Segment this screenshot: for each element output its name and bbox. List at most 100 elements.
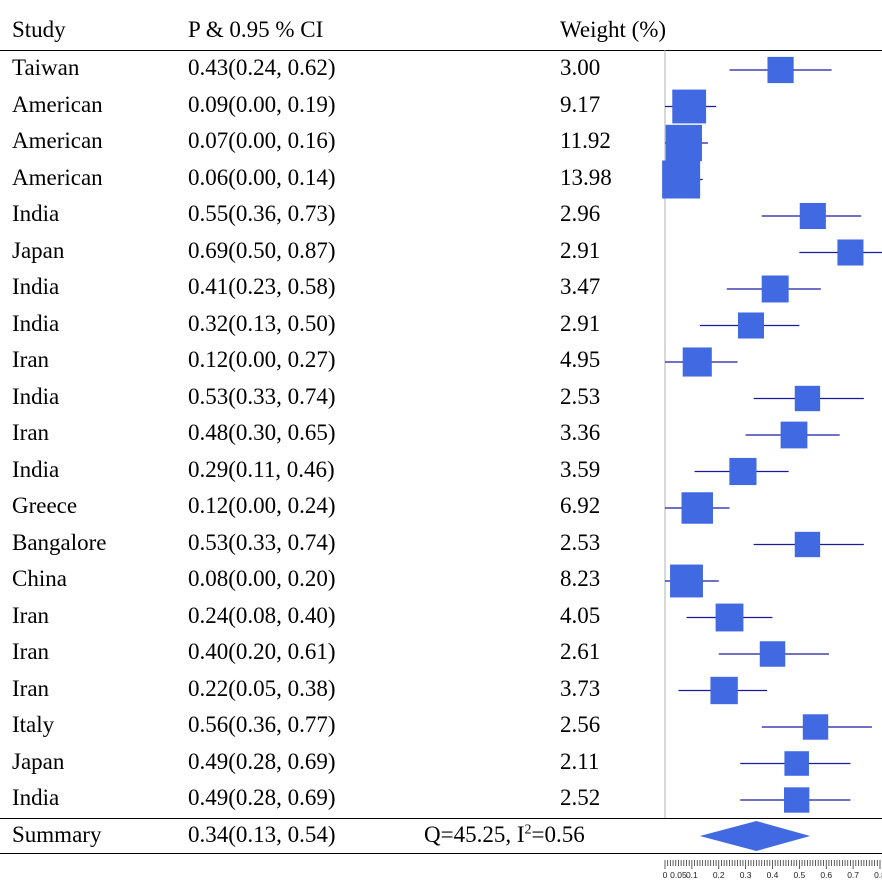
study-estimate: 0.49(0.28, 0.69) [188, 748, 336, 774]
study-name: Taiwan [12, 55, 80, 80]
study-name: Greece [12, 493, 78, 518]
x-tick-label: 0.3 [740, 870, 752, 880]
study-marker [784, 787, 810, 813]
x-tick-label: 0.05 [670, 870, 687, 880]
study-marker [799, 202, 826, 230]
study-name: India [12, 456, 60, 482]
study-name: American [12, 164, 103, 190]
study-weight: 8.23 [560, 566, 601, 591]
study-estimate: 0.24(0.08, 0.40) [188, 602, 336, 628]
study-marker [729, 457, 757, 486]
study-weight: 3.00 [560, 55, 601, 80]
study-estimate: 0.41(0.23, 0.58) [188, 274, 336, 299]
study-estimate: 0.07(0.00, 0.16) [188, 128, 336, 153]
heterogeneity-prefix: Q=45.25, I [424, 822, 525, 847]
study-weight: 13.98 [560, 164, 612, 190]
study-name: Iran [12, 420, 50, 445]
x-tick-label: 0.7 [847, 870, 859, 880]
study-estimate: 0.22(0.05, 0.38) [188, 675, 336, 701]
study-marker [794, 531, 821, 558]
study-name: Japan [12, 748, 65, 774]
study-estimate: 0.08(0.00, 0.20) [188, 566, 336, 591]
study-marker [670, 564, 703, 598]
study-weight: 4.95 [560, 347, 601, 372]
study-weight: 4.05 [560, 602, 601, 628]
study-marker [672, 89, 707, 124]
study-marker [784, 751, 809, 776]
study-marker [761, 275, 789, 303]
study-name: Italy [12, 712, 55, 737]
study-estimate: 0.12(0.00, 0.24) [188, 493, 336, 518]
summary-label: Summary [12, 822, 102, 847]
study-name: India [12, 785, 60, 810]
study-marker [837, 239, 864, 266]
study-weight: 2.56 [560, 712, 601, 737]
study-name: India [12, 201, 60, 226]
study-name: American [12, 91, 103, 117]
study-name: Iran [12, 639, 50, 664]
summary-heterogeneity: Q=45.25, I2=0.56 [424, 821, 585, 849]
study-marker [665, 124, 702, 162]
study-estimate: 0.32(0.13, 0.50) [188, 310, 336, 336]
study-estimate: 0.56(0.36, 0.77) [188, 712, 336, 737]
study-estimate: 0.09(0.00, 0.19) [188, 91, 336, 117]
study-marker [767, 56, 794, 84]
study-estimate: 0.53(0.33, 0.74) [188, 529, 336, 555]
study-weight: 2.61 [560, 639, 601, 664]
study-weight: 2.52 [560, 785, 601, 810]
study-marker [682, 347, 712, 377]
study-weight: 6.92 [560, 493, 601, 518]
study-marker [662, 160, 701, 199]
x-tick-label: 0.5 [793, 870, 805, 880]
x-tick-label: 0 [663, 870, 668, 880]
study-marker [802, 714, 829, 740]
x-tick-label: 0.6 [820, 870, 832, 880]
study-marker [780, 421, 808, 449]
summary-estimate: 0.34(0.13, 0.54) [188, 822, 336, 847]
bottom-rule [0, 853, 882, 854]
study-weight: 3.73 [560, 675, 601, 701]
study-estimate: 0.29(0.11, 0.46) [188, 456, 335, 482]
heterogeneity-sup: 2 [524, 822, 532, 838]
study-marker [737, 312, 765, 339]
study-name: China [12, 566, 67, 591]
study-estimate: 0.69(0.50, 0.87) [188, 237, 336, 263]
study-weight: 2.91 [560, 237, 601, 263]
study-weight: 2.96 [560, 201, 601, 226]
study-marker [681, 492, 713, 524]
study-estimate: 0.48(0.30, 0.65) [188, 420, 336, 445]
summary-rule [0, 818, 882, 819]
study-weight: 2.91 [560, 310, 601, 336]
x-tick-label: 0.8 [874, 870, 882, 880]
summary-diamond [699, 821, 811, 851]
study-weight: 3.36 [560, 420, 601, 445]
heterogeneity-suffix: =0.56 [531, 822, 585, 847]
study-weight: 9.17 [560, 91, 601, 117]
study-name: Iran [12, 675, 50, 701]
study-estimate: 0.40(0.20, 0.61) [188, 639, 336, 664]
study-estimate: 0.49(0.28, 0.69) [188, 785, 336, 810]
study-weight: 11.92 [560, 128, 611, 153]
study-weight: 2.53 [560, 383, 601, 409]
study-weight: 3.47 [560, 274, 601, 299]
study-name: India [12, 274, 60, 299]
study-estimate: 0.53(0.33, 0.74) [188, 383, 336, 409]
study-weight: 2.53 [560, 529, 601, 555]
study-marker [794, 385, 821, 412]
x-tick-label: 0.1 [686, 870, 698, 880]
study-name: Japan [12, 237, 65, 263]
header-weight: Weight (%) [560, 17, 667, 42]
study-marker [710, 676, 738, 705]
study-estimate: 0.06(0.00, 0.14) [188, 164, 336, 190]
study-weight: 3.59 [560, 456, 601, 482]
study-estimate: 0.55(0.36, 0.73) [188, 201, 336, 226]
study-marker [715, 603, 744, 632]
study-name: Iran [12, 347, 50, 372]
header-estimate: P & 0.95 % CI [188, 17, 324, 42]
header-study: Study [12, 17, 66, 42]
study-name: India [12, 383, 60, 409]
x-tick-label: 0.4 [767, 870, 779, 880]
study-name: India [12, 310, 60, 336]
